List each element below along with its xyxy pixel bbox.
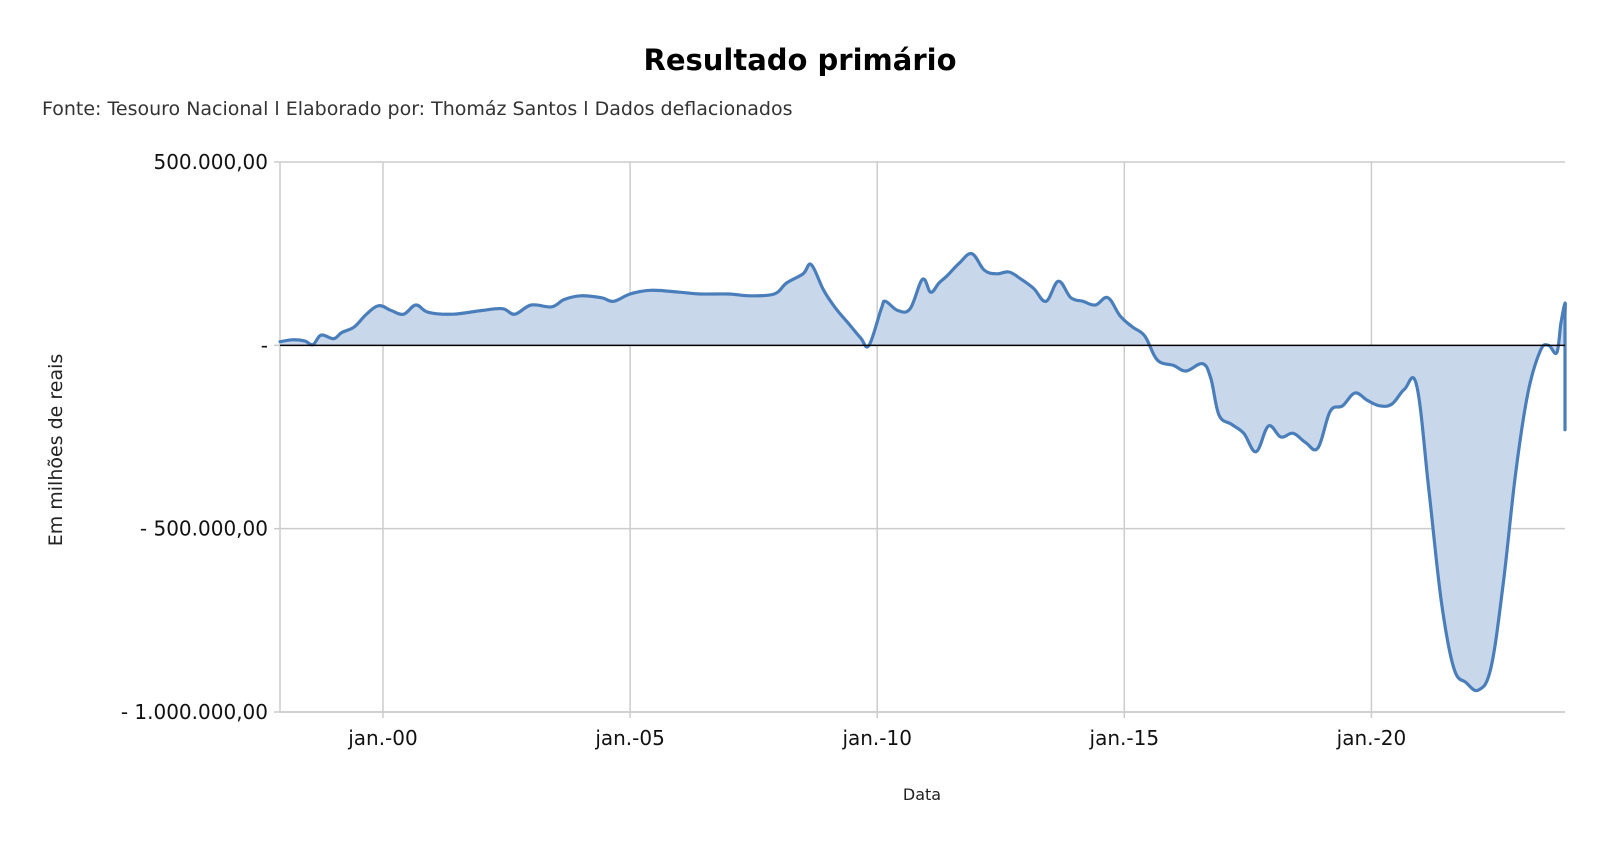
x-tick-labels: jan.-00 jan.-05 jan.-10 jan.-15 jan.-20: [347, 726, 1406, 750]
y-tick-label: 500.000,00: [153, 150, 268, 174]
series-area: [280, 253, 1566, 691]
area-layer: [278, 251, 1567, 693]
x-tick-label: jan.-05: [594, 726, 665, 750]
x-tick-label: jan.-00: [347, 726, 418, 750]
grid-layer: [274, 161, 1565, 718]
y-tick-label: - 1.000.000,00: [121, 700, 268, 724]
x-axis-label: Data: [903, 785, 941, 804]
y-tick-labels: 500.000,00 - - 500.000,00 - 1.000.000,00: [121, 150, 268, 724]
series-line: [278, 251, 1567, 693]
x-tick-label: jan.-15: [1089, 726, 1160, 750]
x-tick-label: jan.-10: [841, 726, 912, 750]
y-tick-label: - 500.000,00: [140, 517, 268, 541]
y-tick-label: -: [261, 333, 268, 357]
chart-title: Resultado primário: [643, 43, 956, 77]
y-axis-label: Em milhões de reais: [45, 354, 67, 547]
x-tick-label: jan.-20: [1336, 726, 1407, 750]
chart-subtitle: Fonte: Tesouro Nacional l Elaborado por:…: [42, 98, 793, 120]
